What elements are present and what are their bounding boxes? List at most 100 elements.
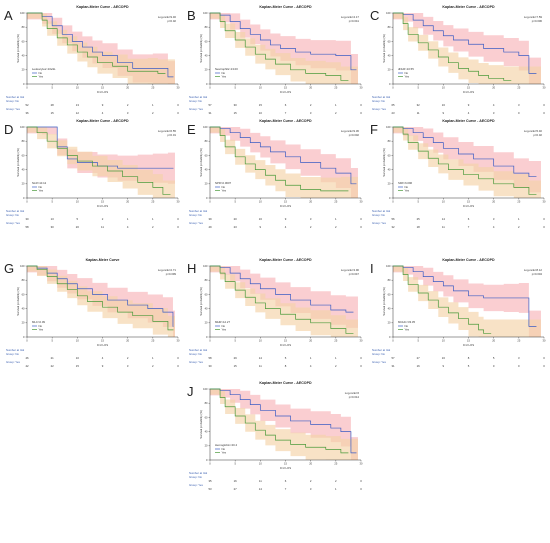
y-axis-label: Survival probability (%) bbox=[382, 287, 386, 316]
x-tick-label: 30 bbox=[360, 86, 363, 90]
x-tick-label: 25 bbox=[517, 339, 520, 343]
risk-count-no: 15 bbox=[259, 103, 263, 107]
x-tick-label: 15 bbox=[467, 200, 470, 204]
y-tick-label: 20 bbox=[388, 321, 391, 325]
km-curve-no bbox=[393, 126, 537, 178]
x-tick-label: 0 bbox=[26, 86, 28, 90]
panel-letter: B bbox=[187, 8, 196, 23]
y-tick-label: 100 bbox=[20, 11, 25, 15]
ci-band-yes bbox=[210, 127, 358, 198]
x-tick-label: 20 bbox=[309, 200, 312, 204]
risk-group-yes-label: Group: Yes bbox=[189, 221, 203, 225]
km-curve-no bbox=[210, 126, 357, 185]
panel-title: Kaplan-Meier Curve - AECOPD bbox=[442, 119, 495, 123]
x-tick-label: 5 bbox=[51, 86, 53, 90]
y-tick-label: 80 bbox=[205, 278, 208, 282]
ci-band-yes bbox=[393, 13, 541, 84]
x-tick-label: 0 bbox=[392, 86, 394, 90]
risk-count-yes: 2 bbox=[335, 111, 337, 115]
y-tick-label: 100 bbox=[386, 11, 391, 15]
risk-group-no-label: Group: No bbox=[189, 213, 202, 217]
risk-count-yes: 12 bbox=[76, 111, 80, 115]
y-axis-label: Survival probability (%) bbox=[16, 148, 20, 177]
y-tick-label: 40 bbox=[388, 168, 391, 172]
risk-count-yes: 7 bbox=[285, 487, 287, 491]
panel-title: Kaplan-Meier Curve - AECOPD bbox=[76, 119, 129, 123]
risk-group-yes-label: Group: Yes bbox=[6, 107, 20, 111]
panel-title: Kaplan-Meier Curve bbox=[86, 258, 120, 262]
x-tick-label: 0 bbox=[392, 200, 394, 204]
risk-count-yes: 31 bbox=[208, 111, 212, 115]
x-axis-label: ICU LOS bbox=[97, 90, 108, 94]
risk-count-yes: 15 bbox=[76, 364, 80, 368]
risk-count-yes: 49 bbox=[208, 225, 212, 229]
risk-group-no-label: Group: No bbox=[189, 352, 202, 356]
x-tick-label: 25 bbox=[334, 86, 337, 90]
risk-count-yes: 4 bbox=[127, 225, 129, 229]
y-tick-label: 60 bbox=[22, 39, 25, 43]
x-tick-label: 0 bbox=[392, 339, 394, 343]
x-tick-label: 30 bbox=[360, 462, 363, 466]
risk-count-no: 3 bbox=[518, 356, 520, 360]
risk-count-no: 39 bbox=[208, 217, 212, 221]
risk-count-yes: 2 bbox=[152, 364, 154, 368]
risk-table-title: Number at risk bbox=[372, 348, 391, 352]
x-tick-label: 30 bbox=[177, 339, 180, 343]
x-tick-label: 0 bbox=[26, 339, 28, 343]
km-panel-e: E Kaplan-Meier Curve - AECOPD Log-rank=9.3… bbox=[187, 119, 363, 229]
x-tick-label: 20 bbox=[309, 86, 312, 90]
risk-count-yes: 0 bbox=[360, 111, 362, 115]
risk-count-yes: 0 bbox=[543, 225, 545, 229]
y-tick-label: 40 bbox=[205, 307, 208, 311]
y-tick-label: 40 bbox=[388, 54, 391, 58]
risk-group-yes-label: Group: Yes bbox=[6, 360, 20, 364]
risk-count-yes: 36 bbox=[25, 111, 29, 115]
panel-letter: F bbox=[370, 122, 378, 137]
y-tick-label: 60 bbox=[388, 153, 391, 157]
km-curve-no bbox=[27, 126, 174, 169]
panel-letter: I bbox=[370, 261, 374, 276]
panel-letter: E bbox=[187, 122, 196, 137]
x-tick-label: 25 bbox=[151, 86, 154, 90]
y-tick-label: 80 bbox=[205, 139, 208, 143]
risk-count-no: 20 bbox=[234, 217, 238, 221]
risk-count-yes: 11 bbox=[101, 225, 104, 229]
risk-count-no: 2 bbox=[310, 103, 312, 107]
y-tick-label: 0 bbox=[206, 82, 208, 86]
x-tick-label: 5 bbox=[417, 339, 419, 343]
risk-count-no: 2 bbox=[335, 479, 337, 483]
y-tick-label: 20 bbox=[205, 321, 208, 325]
x-tick-label: 15 bbox=[284, 86, 287, 90]
x-tick-label: 5 bbox=[417, 200, 419, 204]
panel-letter: C bbox=[370, 8, 379, 23]
risk-count-yes: 7 bbox=[468, 225, 470, 229]
logrank-stat: Log-rank=5.40 bbox=[524, 129, 543, 133]
legend-label-yes: Yes bbox=[222, 75, 227, 79]
y-tick-label: 0 bbox=[389, 335, 391, 339]
risk-count-no: 0 bbox=[360, 103, 362, 107]
y-tick-label: 20 bbox=[22, 321, 25, 325]
y-tick-label: 100 bbox=[386, 264, 391, 268]
risk-count-no: 46 bbox=[25, 356, 29, 360]
x-tick-label: 20 bbox=[126, 86, 129, 90]
x-tick-label: 10 bbox=[259, 462, 262, 466]
x-tick-label: 15 bbox=[101, 339, 104, 343]
risk-count-no: 6 bbox=[285, 479, 287, 483]
risk-count-yes: 4 bbox=[468, 111, 470, 115]
ci-band-no bbox=[393, 266, 541, 337]
km-curve-yes bbox=[393, 265, 492, 334]
logrank-stat: Log-rank=3.90 bbox=[341, 268, 360, 272]
y-tick-label: 20 bbox=[22, 68, 25, 72]
risk-count-yes: 2 bbox=[335, 364, 337, 368]
y-tick-label: 0 bbox=[23, 196, 25, 200]
risk-count-yes: 4 bbox=[102, 111, 104, 115]
y-tick-label: 100 bbox=[203, 125, 208, 129]
risk-count-no: 2 bbox=[310, 479, 312, 483]
risk-group-yes-label: Group: Yes bbox=[372, 221, 386, 225]
risk-count-yes: 0 bbox=[493, 364, 495, 368]
y-tick-label: 40 bbox=[388, 307, 391, 311]
y-tick-label: 100 bbox=[386, 125, 391, 129]
legend-label-no: No bbox=[405, 324, 409, 328]
x-tick-label: 20 bbox=[126, 200, 129, 204]
